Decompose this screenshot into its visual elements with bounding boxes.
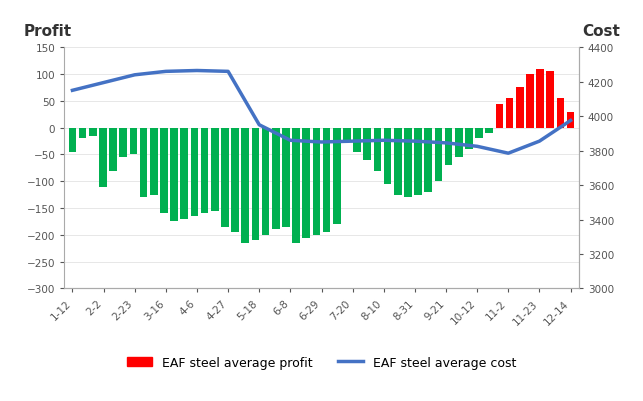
Bar: [79, 128, 86, 139]
Bar: [333, 128, 341, 225]
Bar: [282, 128, 290, 227]
Bar: [485, 128, 493, 134]
Bar: [566, 112, 574, 128]
Bar: [170, 128, 178, 222]
Bar: [343, 128, 350, 142]
Bar: [475, 128, 483, 139]
Bar: [526, 75, 534, 128]
Bar: [323, 128, 331, 233]
Bar: [404, 128, 412, 198]
Bar: [89, 128, 96, 136]
Bar: [262, 128, 269, 235]
Bar: [353, 128, 361, 152]
Bar: [130, 128, 137, 155]
Text: Cost: Cost: [582, 24, 620, 38]
Bar: [231, 128, 239, 233]
Bar: [190, 128, 198, 217]
Bar: [160, 128, 168, 214]
Bar: [547, 72, 554, 128]
Bar: [536, 69, 544, 128]
Text: Profit: Profit: [23, 24, 71, 38]
Bar: [150, 128, 158, 195]
Bar: [221, 128, 229, 227]
Bar: [69, 128, 77, 152]
Bar: [394, 128, 402, 195]
Bar: [445, 128, 453, 166]
Bar: [109, 128, 117, 171]
Legend: EAF steel average profit, EAF steel average cost: EAF steel average profit, EAF steel aver…: [122, 351, 521, 374]
Bar: [384, 128, 392, 184]
Bar: [312, 128, 320, 235]
Bar: [455, 128, 462, 158]
Bar: [211, 128, 219, 211]
Bar: [272, 128, 280, 230]
Bar: [293, 128, 300, 243]
Bar: [140, 128, 147, 198]
Bar: [241, 128, 249, 243]
Bar: [435, 128, 442, 182]
Bar: [557, 99, 564, 128]
Bar: [414, 128, 422, 195]
Bar: [251, 128, 259, 241]
Bar: [424, 128, 432, 192]
Bar: [181, 128, 188, 219]
Bar: [363, 128, 371, 160]
Bar: [120, 128, 127, 158]
Bar: [99, 128, 107, 187]
Bar: [506, 99, 513, 128]
Bar: [201, 128, 208, 214]
Bar: [496, 104, 503, 128]
Bar: [516, 88, 523, 128]
Bar: [374, 128, 381, 171]
Bar: [302, 128, 310, 238]
Bar: [465, 128, 473, 150]
